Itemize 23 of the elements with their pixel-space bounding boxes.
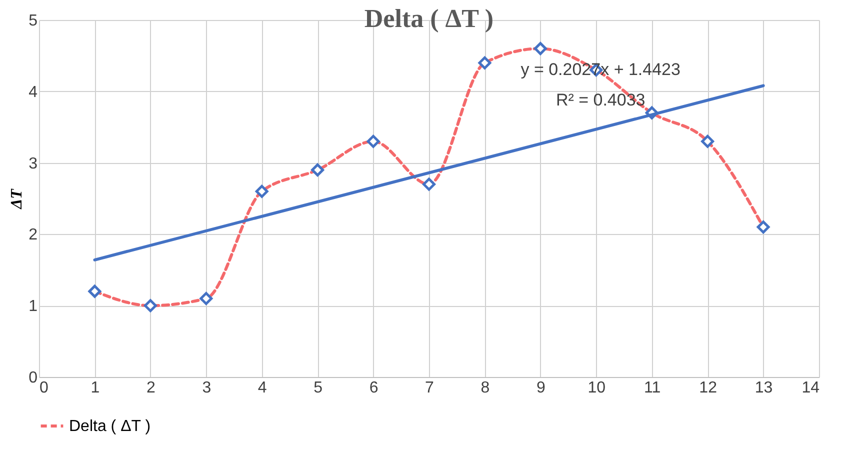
x-tick-label: 8	[480, 380, 490, 396]
y-axis-title: ΔT	[8, 188, 26, 210]
x-tick-label: 13	[754, 380, 773, 396]
y-tick-label: 1	[28, 298, 38, 316]
x-tick-label: 0	[40, 380, 48, 396]
x-tick-label: 10	[588, 380, 606, 396]
x-tick-label: 6	[369, 380, 378, 396]
x-tick-label: 9	[536, 380, 546, 396]
legend-label: Delta ( ΔT )	[69, 418, 151, 435]
y-tick-label: 5	[28, 12, 38, 30]
x-tick-label: 7	[425, 380, 434, 396]
y-tick-label: 2	[28, 226, 38, 244]
x-tick-label: 14	[802, 380, 820, 396]
x-tick-label: 4	[258, 380, 267, 396]
x-tick-label: 2	[146, 380, 156, 396]
x-tick-label: 12	[699, 380, 718, 396]
y-tick-label: 3	[28, 155, 38, 172]
y-tick-label: 4	[28, 84, 38, 101]
x-tick-label: 3	[202, 380, 212, 396]
x-tick-label: 11	[644, 380, 661, 396]
chart-title: Delta ( ΔT )	[364, 4, 494, 33]
x-tick-label: 1	[90, 380, 100, 396]
x-tick-label: 5	[314, 380, 323, 396]
